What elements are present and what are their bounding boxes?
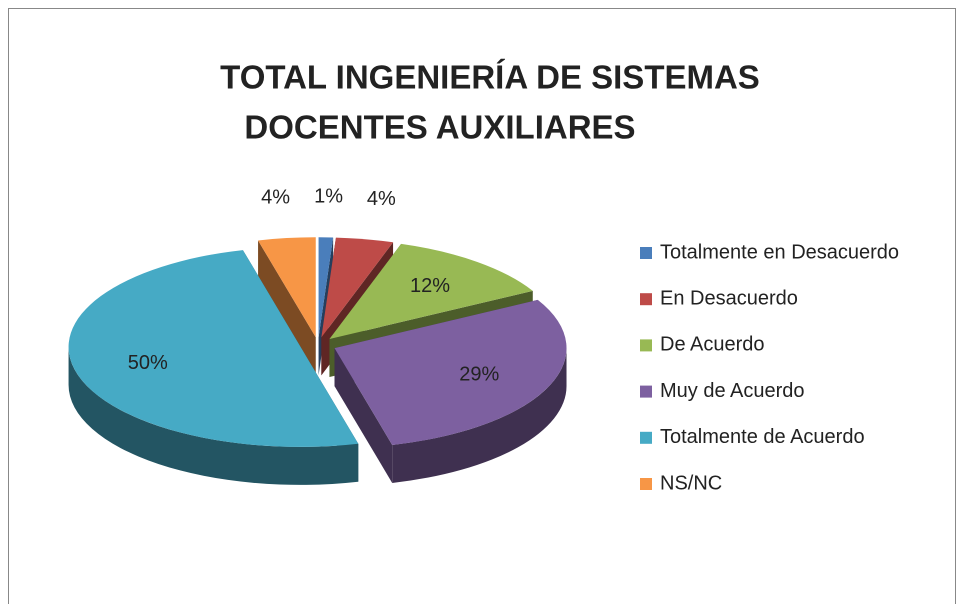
legend-swatch [640, 385, 652, 398]
legend-label: Totalmente de Acuerdo [660, 426, 865, 448]
slice [318, 237, 334, 338]
data-label: 4% [367, 188, 396, 210]
data-label: 50% [128, 352, 168, 374]
legend-swatch [640, 247, 652, 259]
slice [329, 243, 533, 340]
legend-label: De Acuerdo [660, 334, 765, 356]
data-label: 29% [459, 363, 499, 385]
legend-swatch [640, 339, 652, 352]
slice [258, 237, 316, 338]
slice-side [392, 348, 567, 483]
slice [68, 250, 359, 447]
chart-title: DOCENTES AUXILIARES [244, 109, 635, 146]
slice-wall [334, 348, 393, 483]
data-label: 4% [261, 187, 290, 209]
legend-swatch [640, 293, 652, 306]
slice-wall [258, 240, 316, 376]
legend-label: En Desacuerdo [660, 287, 798, 309]
slice [321, 237, 394, 338]
chart-title: TOTAL INGENIERÍA DE SISTEMAS [220, 59, 760, 96]
legend-swatch [640, 431, 652, 444]
legend-label: Totalmente en Desacuerdo [660, 241, 899, 263]
legend-label: NS/NC [660, 472, 722, 494]
data-label: 12% [410, 275, 450, 297]
data-label: 1% [314, 186, 343, 208]
legend-swatch [640, 478, 652, 490]
legend-label: Muy de Acuerdo [660, 380, 805, 402]
slice [334, 299, 567, 445]
slice-side [68, 346, 359, 485]
